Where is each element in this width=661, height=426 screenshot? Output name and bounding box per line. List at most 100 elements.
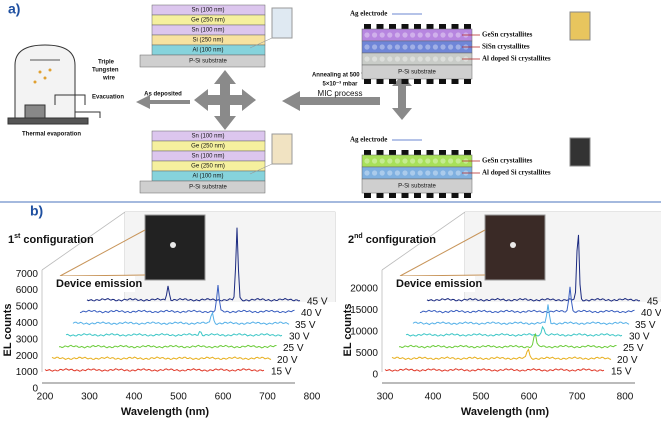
- emission-label: Device emission: [56, 278, 142, 290]
- voltage-label: 30 V: [629, 332, 650, 343]
- label: 5×10⁻³ mbar: [322, 81, 358, 88]
- spectrum: [51, 356, 272, 361]
- arrows: [136, 70, 412, 130]
- crystallite: [379, 32, 385, 38]
- layer: [361, 154, 473, 168]
- x-tick-label: 400: [425, 392, 442, 403]
- x-tick-label: 400: [126, 392, 143, 403]
- substrate-label: P-Si substrate: [398, 70, 436, 76]
- layer-label: GeSn crystallites: [482, 31, 533, 39]
- voltage-label: 20 V: [617, 355, 638, 366]
- y-tick-label: 7000: [16, 269, 39, 280]
- crystallite: [372, 44, 378, 50]
- electrode: [439, 79, 446, 84]
- x-tick-label: 700: [259, 392, 276, 403]
- crystallite: [402, 56, 408, 62]
- crystallite: [372, 158, 378, 164]
- crystallite: [387, 32, 393, 38]
- crystallite: [410, 170, 416, 176]
- crystallite: [417, 170, 423, 176]
- label: As deposited: [144, 92, 182, 98]
- spectrum: [44, 368, 265, 372]
- crystallite: [432, 56, 438, 62]
- evaporator: [7, 44, 101, 125]
- layer-label: Al (100 nm): [192, 174, 223, 180]
- x-tick-label: 300: [81, 392, 98, 403]
- sample: [271, 7, 293, 39]
- crystallite: [417, 44, 423, 50]
- crystallite: [455, 158, 461, 164]
- x-axis-label: Wavelength (nm): [121, 406, 210, 418]
- crystallite: [448, 44, 454, 50]
- config-part: 2: [348, 234, 354, 246]
- x-tick-label: 600: [521, 392, 538, 403]
- electrode: [364, 150, 371, 155]
- crystallite: [394, 56, 400, 62]
- leader: [399, 274, 486, 277]
- electrode: [401, 79, 409, 84]
- label: MIC process: [318, 89, 363, 98]
- y-tick-label: 10000: [350, 327, 378, 338]
- crystallite: [402, 158, 408, 164]
- x-tick-label: 300: [377, 392, 394, 403]
- layer-label: Al (100 nm): [192, 48, 223, 54]
- electrode: [401, 150, 409, 155]
- crystallite: [379, 158, 385, 164]
- crystallite: [455, 32, 461, 38]
- label: Triple: [98, 60, 115, 66]
- label: Tungsten: [92, 68, 119, 74]
- voltage-label: 15 V: [271, 367, 292, 378]
- crystallite: [432, 44, 438, 50]
- label: Annealing at 500 °C: [312, 73, 369, 79]
- y-tick-label: 0: [372, 370, 378, 381]
- substrate-label: P-Si substrate: [398, 184, 436, 190]
- layer-label: Sn (100 nm): [191, 134, 224, 140]
- crystallite: [394, 158, 400, 164]
- voltage-label: 15 V: [611, 367, 632, 378]
- crystallite: [410, 158, 416, 164]
- electrode: [414, 193, 421, 198]
- crystallite: [425, 158, 431, 164]
- leader: [249, 163, 273, 175]
- crystallite: [448, 56, 454, 62]
- electrode: [414, 24, 421, 29]
- crystallite: [425, 44, 431, 50]
- sample: [569, 11, 591, 41]
- layer: [361, 52, 473, 66]
- layer: [139, 180, 266, 194]
- electrode: [426, 150, 434, 155]
- crystallite: [425, 32, 431, 38]
- leader: [59, 229, 146, 277]
- x-axis-label: Wavelength (nm): [461, 406, 550, 418]
- voltage-label: 45 V: [647, 296, 661, 307]
- crystallite: [410, 32, 416, 38]
- crystallite: [432, 32, 438, 38]
- crystallite: [417, 56, 423, 62]
- electrode: [451, 24, 459, 29]
- crystallite: [394, 170, 400, 176]
- x-tick-label: 800: [617, 392, 634, 403]
- caption: Thermal evaporation: [22, 132, 81, 138]
- y-axis-label: EL counts: [342, 304, 354, 357]
- spectrum: [59, 344, 277, 349]
- leader: [399, 229, 486, 277]
- electrode: [364, 193, 371, 198]
- electrode: [376, 150, 384, 155]
- plot: 45 V40 V35 V30 V25 V20 V15 V 0 5000 10000 15…: [342, 211, 661, 418]
- label-bg: [393, 276, 475, 292]
- electrode: [464, 79, 471, 84]
- panel-label: b): [30, 203, 43, 219]
- crystallite: [440, 32, 446, 38]
- crystallite: [387, 56, 393, 62]
- voltage-label: 25 V: [623, 343, 644, 354]
- crystallite: [402, 44, 408, 50]
- electrode: [376, 24, 384, 29]
- electrode: [389, 24, 396, 29]
- electrode: [414, 150, 421, 155]
- crystallite: [425, 170, 431, 176]
- y-tick-label: 20000: [350, 284, 378, 295]
- crystallite: [432, 158, 438, 164]
- electrode-label: Ag electrode: [350, 136, 387, 144]
- label: wire: [102, 76, 116, 82]
- electrode: [376, 79, 384, 84]
